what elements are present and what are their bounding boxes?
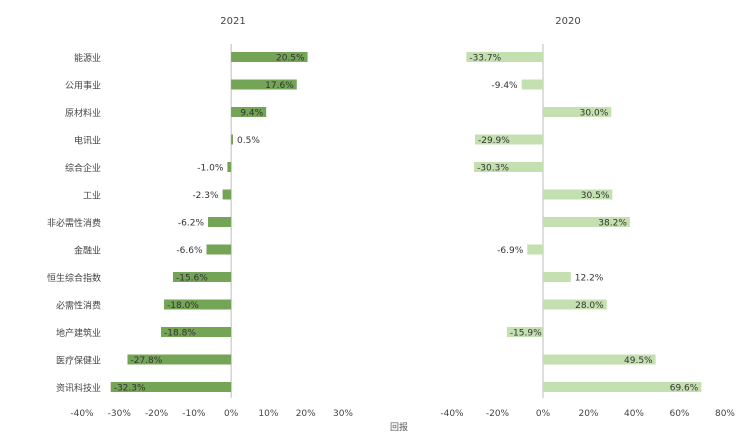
bar <box>222 189 232 200</box>
category-labels: 能源业公用事业原材料业电讯业综合企业工业非必需性消费金融业恒生综合指数必需性消费… <box>47 52 101 394</box>
bar <box>521 79 543 90</box>
panel-2020: 2020 -40% -20% 0% 20% 40% 60% 80% -33.7% -9.4% 30… <box>440 16 735 419</box>
bar <box>527 244 543 255</box>
category-label: 必需性消费 <box>56 300 101 312</box>
bar <box>206 244 232 255</box>
data-label: -1.0% <box>197 164 224 174</box>
bar <box>474 162 543 172</box>
data-label: 17.6% <box>265 81 294 91</box>
category-label: 恒生综合指数 <box>47 272 101 284</box>
x-tick-label: -40% <box>70 409 94 419</box>
data-label: -27.8% <box>130 356 162 366</box>
x-axis-label: 回报 <box>390 421 408 433</box>
bar <box>110 382 232 392</box>
bar <box>543 217 630 227</box>
bar <box>466 52 543 62</box>
x-tick-label: 60% <box>669 409 689 419</box>
data-label: 38.2% <box>598 219 627 229</box>
panel-title-2020: 2020 <box>555 16 580 27</box>
x-tick-label: -20% <box>486 409 510 419</box>
bar <box>227 162 232 172</box>
category-label: 电讯业 <box>74 135 101 147</box>
x-tick-label: 40% <box>624 409 644 419</box>
data-label: -6.9% <box>497 246 524 256</box>
bar <box>127 354 232 365</box>
data-label: 69.6% <box>670 384 699 394</box>
category-label: 工业 <box>83 191 101 202</box>
x-tick-label: 30% <box>333 409 353 419</box>
category-label: 能源业 <box>74 52 101 64</box>
data-label: 20.5% <box>276 54 305 64</box>
bar <box>543 107 612 117</box>
category-label: 资讯科技业 <box>56 382 101 394</box>
category-label: 金融业 <box>74 245 101 257</box>
bar <box>474 134 543 145</box>
panel-title-2021: 2021 <box>220 16 245 27</box>
data-label: -18.0% <box>167 301 199 311</box>
data-label: 12.2% <box>575 274 604 284</box>
bar <box>543 382 702 392</box>
category-label: 医疗保健业 <box>56 355 101 367</box>
bar <box>543 299 607 310</box>
bar <box>208 217 232 227</box>
x-tick-label: -30% <box>108 409 132 419</box>
x-tick-label: 0% <box>536 409 551 419</box>
x-tick-label: -10% <box>182 409 206 419</box>
category-label: 地产建筑业 <box>56 327 101 339</box>
bar <box>231 107 267 117</box>
bar <box>543 272 571 282</box>
x-tick-label: 10% <box>258 409 278 419</box>
data-label: -30.3% <box>477 164 509 174</box>
category-label: 非必需性消费 <box>47 217 101 229</box>
data-label: -9.4% <box>491 81 518 91</box>
data-label: -6.6% <box>176 246 203 256</box>
panel-2021: 2021 -40% -30% -20% -10% 0% 10% 20% 30% 20.5% 17.… <box>70 16 353 419</box>
x-tick-label: 80% <box>715 409 735 419</box>
bar <box>543 354 656 365</box>
data-label: -2.3% <box>192 191 219 201</box>
data-label: 49.5% <box>624 356 653 366</box>
data-label: -18.8% <box>164 329 196 339</box>
data-label: -6.2% <box>178 219 205 229</box>
category-label: 综合企业 <box>65 162 101 174</box>
category-label: 公用事业 <box>65 80 101 92</box>
data-label: -15.6% <box>176 274 208 284</box>
data-label: 30.5% <box>581 191 610 201</box>
data-label: -29.9% <box>478 136 510 146</box>
data-label: 0.5% <box>237 136 260 146</box>
bar <box>231 134 234 145</box>
bar <box>506 327 543 337</box>
x-tick-label: -20% <box>145 409 169 419</box>
data-label: -15.9% <box>510 329 542 339</box>
data-label: -32.3% <box>114 384 146 394</box>
category-label: 原材料业 <box>65 107 101 119</box>
bar <box>231 79 297 90</box>
data-label: 30.0% <box>580 109 609 119</box>
data-label: 9.4% <box>240 109 263 119</box>
data-label: -33.7% <box>469 54 501 64</box>
bar <box>231 52 308 62</box>
x-tick-label: -40% <box>440 409 464 419</box>
bar <box>164 299 232 310</box>
data-label: 28.0% <box>575 301 604 311</box>
bar <box>543 189 613 200</box>
bar <box>161 327 232 337</box>
x-tick-label: 0% <box>224 409 239 419</box>
bar <box>172 272 232 282</box>
x-tick-label: 20% <box>296 409 316 419</box>
x-tick-label: 20% <box>578 409 598 419</box>
